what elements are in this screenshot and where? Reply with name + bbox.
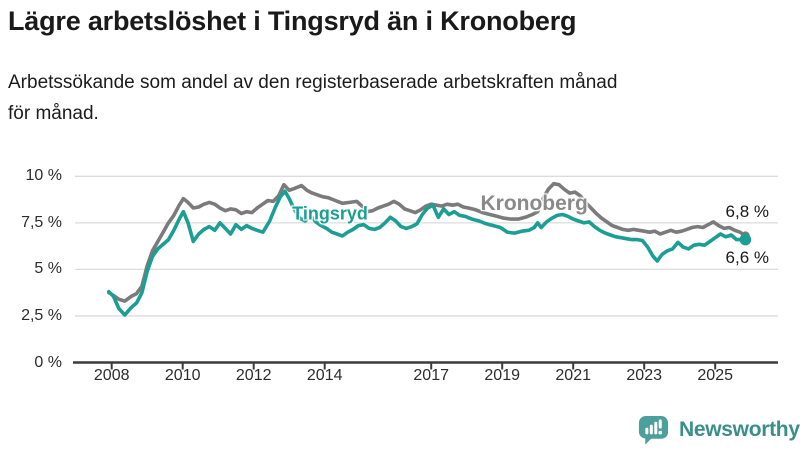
page-title: Lägre arbetslöshet i Tingsryd än i Krono… <box>8 6 577 36</box>
subtitle-line-1: Arbetssökande som andel av den registerb… <box>8 72 618 93</box>
series-end-dot-tingsryd <box>739 233 752 246</box>
series-line-tingsryd <box>107 189 748 317</box>
chart-subtitle: Arbetssökande som andel av den registerb… <box>8 68 778 129</box>
newsworthy-logo-text: Newsworthy <box>679 417 800 441</box>
newsworthy-logo-icon <box>638 415 669 445</box>
subtitle-line-2: för månad. <box>8 102 99 124</box>
newsworthy-logo: Newsworthy <box>637 413 800 448</box>
series-line-kronoberg <box>107 181 748 303</box>
